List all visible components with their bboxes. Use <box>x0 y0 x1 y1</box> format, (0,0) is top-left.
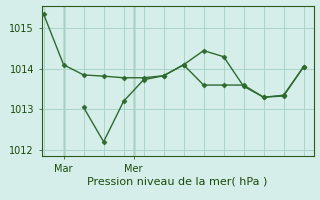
X-axis label: Pression niveau de la mer( hPa ): Pression niveau de la mer( hPa ) <box>87 176 268 186</box>
